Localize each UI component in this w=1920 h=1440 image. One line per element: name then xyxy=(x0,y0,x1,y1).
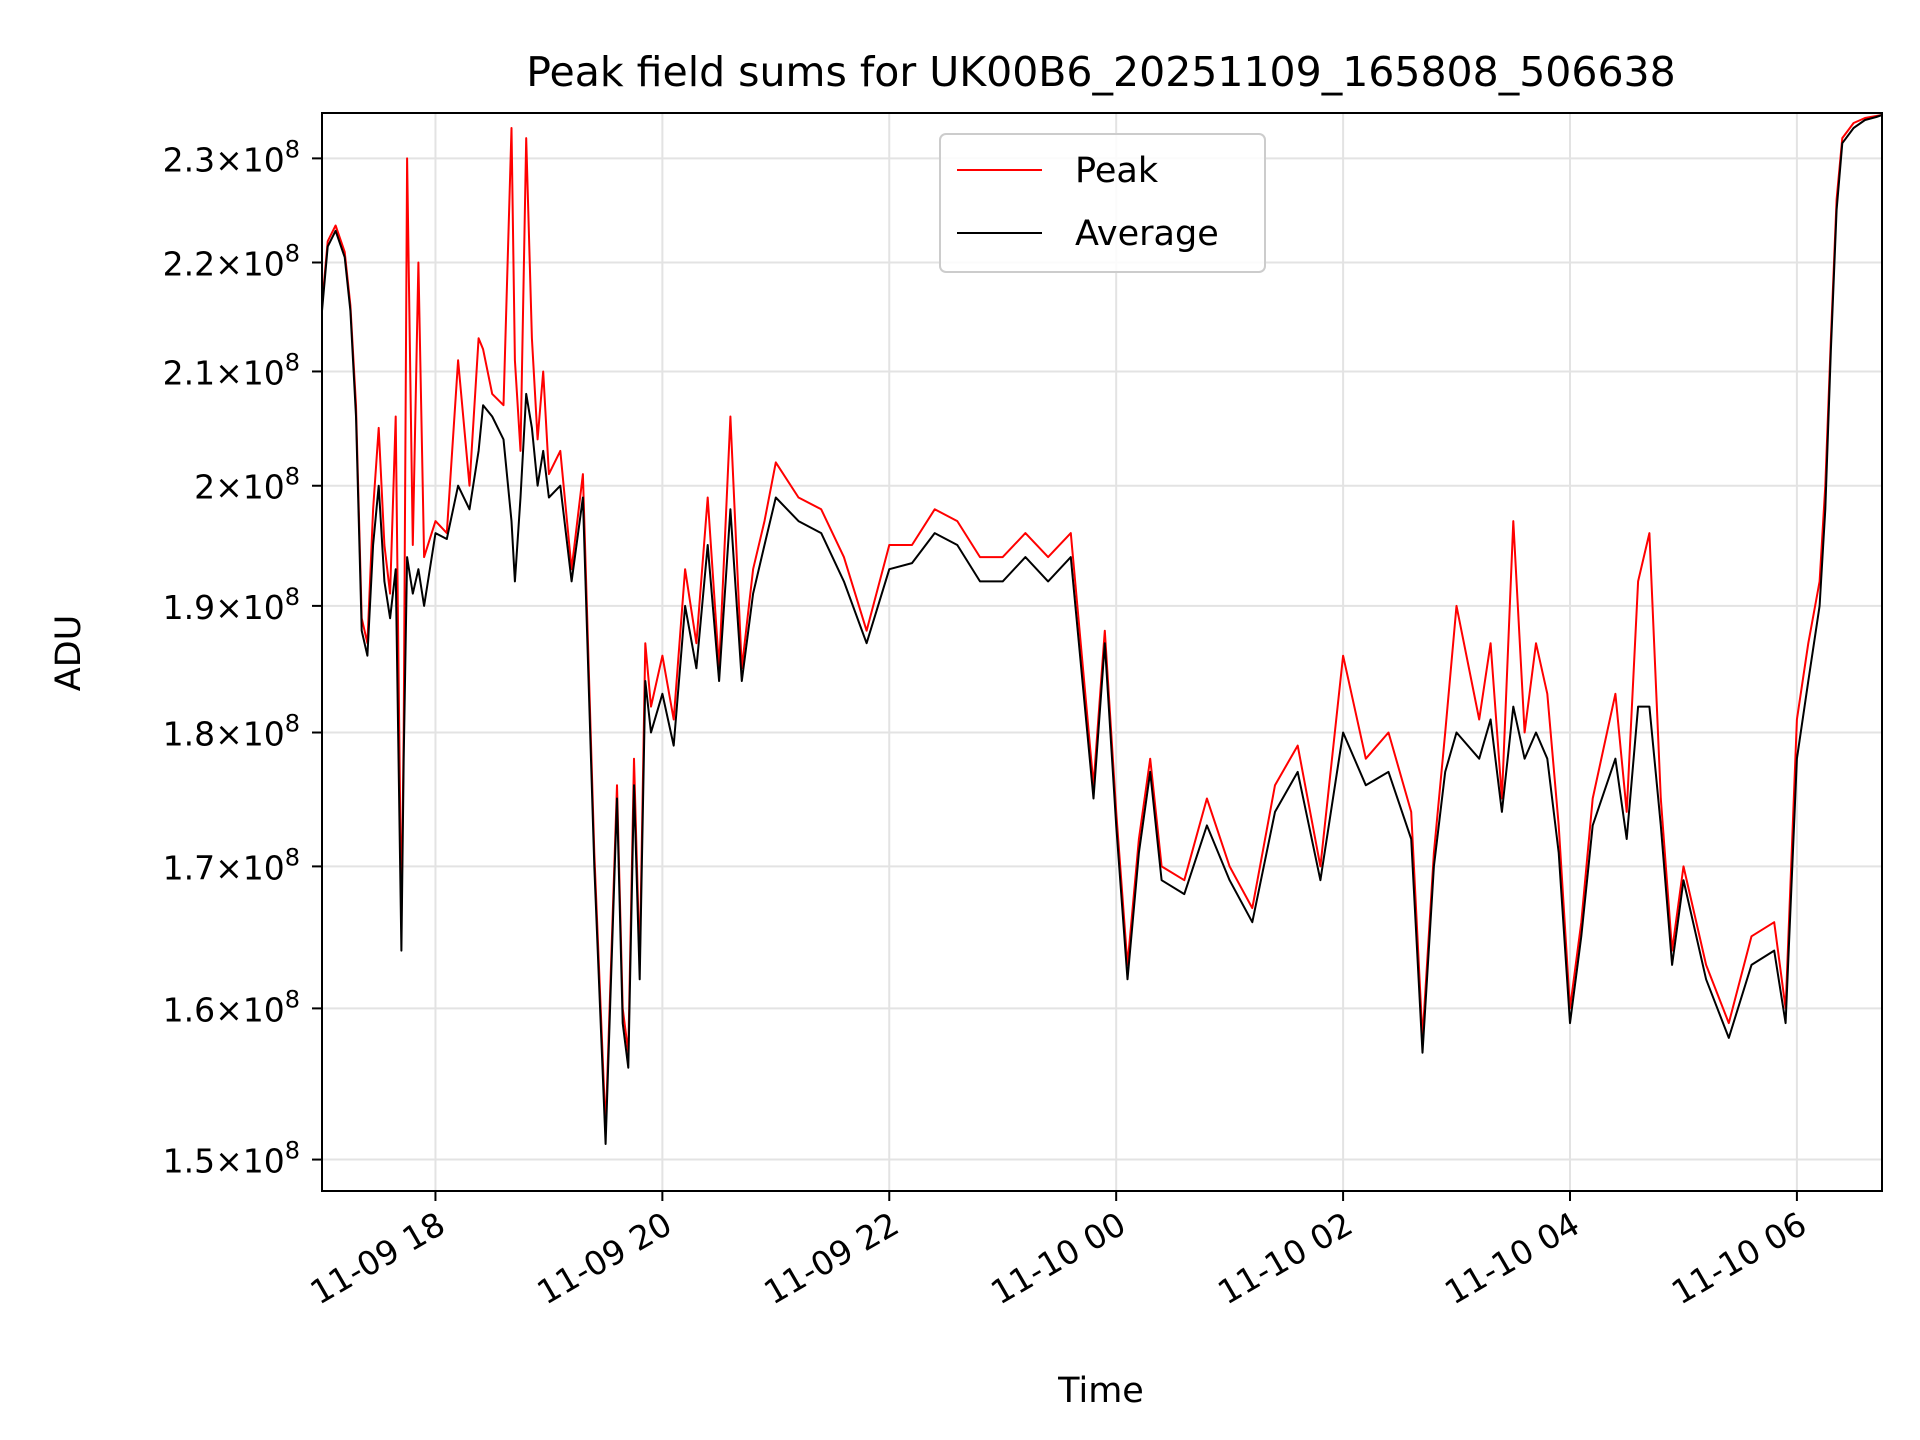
x-tick-label: 11-10 02 xyxy=(1211,1204,1359,1312)
y-tick-label: 2.3×108 xyxy=(163,135,300,179)
x-axis-label: Time xyxy=(1057,1371,1144,1411)
y-tick-label: 1.8×108 xyxy=(163,710,300,754)
x-tick-label: 11-09 18 xyxy=(303,1204,451,1312)
x-axis: 11-09 18 11-09 20 11-09 22 11-10 00 11-10 02… xyxy=(303,1191,1813,1312)
x-tick-label: 11-09 22 xyxy=(757,1204,905,1312)
y-tick-label: 2×108 xyxy=(194,463,300,507)
legend-box xyxy=(939,133,1266,273)
y-axis-label: ADU xyxy=(49,615,89,692)
legend-label-peak: Peak xyxy=(1075,151,1159,191)
series-average-line xyxy=(321,114,1883,1145)
grid xyxy=(322,113,1882,1191)
legend: Peak Average xyxy=(939,133,1266,273)
y-tick-label: 1.7×108 xyxy=(163,843,300,887)
x-tick-label: 11-10 00 xyxy=(984,1204,1132,1312)
series-peak-line xyxy=(321,114,1883,1130)
legend-label-average: Average xyxy=(1075,214,1219,254)
chart-title: Peak field sums for UK00B6_20251109_1658… xyxy=(526,48,1675,96)
y-tick-label: 1.6×108 xyxy=(163,985,300,1029)
y-tick-label: 1.9×108 xyxy=(163,583,300,627)
y-tick-label: 2.2×108 xyxy=(163,240,300,284)
y-tick-label: 2.1×108 xyxy=(163,348,300,392)
y-tick-label: 1.5×108 xyxy=(163,1137,300,1181)
x-tick-label: 11-10 04 xyxy=(1438,1204,1586,1312)
plot-frame xyxy=(321,112,1883,1192)
x-tick-label: 11-09 20 xyxy=(530,1204,678,1312)
x-tick-label: 11-10 06 xyxy=(1665,1204,1813,1312)
y-axis: 1.5×108 1.6×108 1.7×108 1.8×108 1.9×108 2×108… xyxy=(163,135,322,1181)
series-lines xyxy=(321,114,1883,1145)
